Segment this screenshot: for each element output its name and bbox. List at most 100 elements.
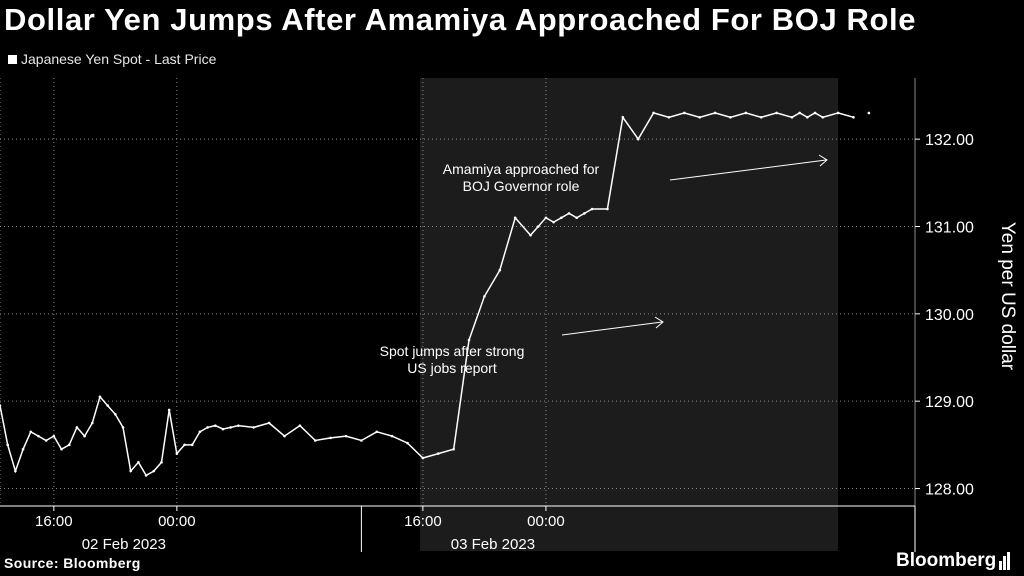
data-point — [175, 452, 179, 455]
annotation-line: Amamiya approached for — [443, 161, 600, 177]
legend-swatch — [8, 54, 17, 64]
grid-lines — [0, 78, 916, 506]
annotation-jobs-report: Spot jumps after strong US jobs report — [380, 343, 525, 376]
legend-label: Japanese Yen Spot - Last Price — [21, 51, 217, 67]
x-axis: 16:00 00:00 16:00 00:00 02 Feb 2023 03 Feb 20… — [0, 505, 916, 553]
data-point — [798, 111, 801, 115]
data-point — [267, 421, 271, 425]
data-point — [360, 439, 363, 442]
data-point — [567, 212, 571, 215]
data-point — [390, 434, 394, 438]
data-point — [452, 447, 455, 451]
annotation-line: Spot jumps after strong — [380, 343, 525, 359]
annotation-arrowhead-jobs — [654, 316, 664, 329]
data-point — [667, 116, 671, 119]
data-point — [683, 111, 686, 115]
data-point — [406, 441, 409, 445]
data-point — [129, 469, 133, 473]
bloomberg-logo: Bloomberg — [896, 550, 1011, 572]
data-point — [344, 434, 348, 438]
data-point — [106, 404, 109, 407]
data-point — [498, 268, 502, 272]
annotation-arrow-amamiya — [669, 159, 827, 181]
data-point — [213, 424, 217, 427]
legend: Japanese Yen Spot - Last Price — [8, 51, 216, 67]
data-point — [552, 220, 555, 224]
series — [0, 111, 871, 477]
data-point — [14, 469, 17, 473]
data-point — [436, 452, 440, 455]
data-point — [152, 469, 156, 473]
data-point — [29, 430, 33, 434]
x-tick-label: 16:00 — [35, 513, 73, 530]
chart-title: Dollar Yen Jumps After Amamiya Approache… — [4, 2, 917, 37]
data-point — [652, 111, 655, 115]
x-tick-label: 16:00 — [404, 513, 442, 530]
data-point — [698, 116, 702, 119]
data-point — [729, 116, 732, 119]
data-point — [590, 207, 594, 211]
data-point — [575, 216, 578, 220]
data-point — [536, 225, 540, 228]
data-point — [329, 436, 332, 440]
data-point — [37, 434, 40, 438]
data-point — [21, 447, 25, 451]
data-point — [775, 111, 778, 115]
data-point — [621, 116, 625, 119]
data-point — [421, 456, 425, 460]
data-point — [198, 430, 202, 434]
data-point — [83, 434, 86, 438]
data-point — [713, 111, 717, 115]
data-point — [606, 207, 609, 211]
y-axis: 128.00 129.00 130.00 131.00 132.00 — [915, 132, 974, 499]
x-tick-label: 00:00 — [527, 513, 565, 530]
data-point — [298, 424, 302, 427]
data-point — [221, 427, 225, 431]
annotation-line: US jobs report — [407, 360, 497, 376]
data-point — [114, 412, 117, 416]
data-point — [137, 461, 140, 464]
data-point — [60, 447, 63, 451]
data-point — [252, 426, 256, 429]
y-tick-label: 129.00 — [925, 394, 974, 411]
y-tick-label: 132.00 — [925, 132, 974, 149]
data-point — [583, 212, 586, 215]
data-point — [759, 116, 763, 119]
brand-label: Bloomberg — [896, 550, 997, 571]
data-point — [160, 461, 163, 464]
date-label: 02 Feb 2023 — [82, 536, 166, 553]
data-point — [813, 111, 817, 115]
annotations: Spot jumps after strong US jobs report Ama… — [380, 154, 828, 376]
data-point — [821, 116, 825, 119]
data-point — [75, 426, 79, 429]
data-point — [375, 430, 379, 434]
bloomberg-bars-icon — [999, 552, 1011, 570]
data-point — [144, 474, 148, 477]
data-point — [52, 434, 56, 438]
data-point — [44, 439, 48, 442]
data-point — [636, 137, 640, 141]
annotation-arrow-jobs — [561, 321, 663, 336]
data-point — [313, 439, 317, 442]
data-point — [121, 426, 125, 429]
data-point — [513, 216, 517, 220]
source-note: Source: Bloomberg — [4, 555, 141, 571]
x-tick-label: 00:00 — [158, 513, 196, 530]
y-tick-label: 128.00 — [925, 482, 974, 499]
data-point — [98, 395, 102, 399]
data-point — [237, 424, 240, 427]
data-point — [67, 443, 71, 447]
data-point — [790, 116, 794, 119]
data-point — [6, 443, 9, 447]
data-point — [867, 111, 871, 115]
data-point — [836, 111, 840, 115]
y-tick-label: 130.00 — [925, 307, 974, 324]
data-point — [544, 216, 548, 220]
data-point — [852, 116, 855, 119]
data-point — [467, 338, 471, 342]
price-line — [0, 112, 854, 477]
annotation-arrowhead-amamiya — [818, 154, 828, 167]
shaded-region — [420, 78, 838, 551]
data-point — [90, 421, 94, 425]
